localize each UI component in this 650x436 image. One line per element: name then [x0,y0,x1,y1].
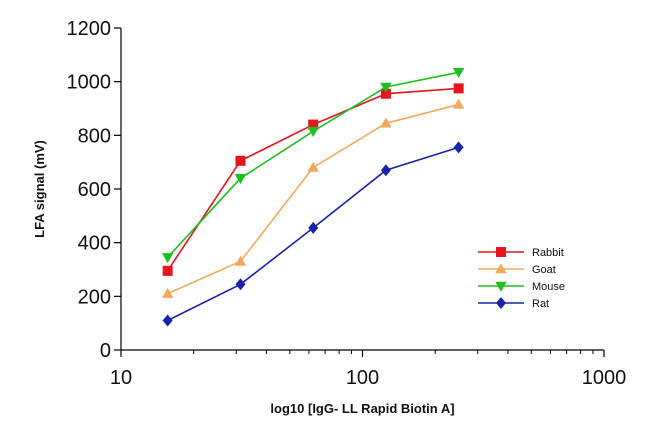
data-point-goat [161,287,174,298]
series-layer [161,68,465,327]
y-tick-label: 400 [78,233,111,255]
data-point-rabbit [308,119,319,130]
y-tick-label: 800 [78,125,111,147]
y-tick-label: 600 [78,179,111,201]
data-point-rabbit [235,155,246,166]
y-tick-label: 0 [100,340,111,362]
data-point-rabbit [380,88,391,99]
data-point-rabbit [162,265,173,276]
series-mouse [161,68,465,264]
x-tick-label: 1000 [582,367,627,389]
axes: 0 200 400 600 800 1000 1200 10 100 1000 [67,18,627,389]
legend-marker-goat [495,263,507,274]
x-axis-title: log10 [IgG- LL Rapid Biotin A] [270,401,454,416]
data-point-rat [453,141,464,154]
legend-label-mouse: Mouse [532,281,565,293]
data-point-rabbit [453,83,464,94]
data-point-mouse [234,174,247,185]
data-point-mouse [380,82,392,93]
data-point-mouse [161,253,174,264]
x-tick-label: 10 [110,367,132,389]
y-axis-title: LFA signal (mV) [32,140,47,238]
data-point-mouse [452,68,465,79]
legend-label-rat: Rat [532,298,549,310]
data-point-goat [380,117,392,128]
data-point-rat [162,314,173,327]
legend-label-goat: Goat [532,264,556,276]
x-tick-label: 100 [346,367,379,389]
y-tick-label: 1200 [67,18,112,40]
legend-label-rabbit: Rabbit [532,247,564,259]
data-point-goat [452,98,465,109]
data-point-goat [307,161,319,172]
series-rat [162,141,464,327]
data-point-mouse [307,127,319,138]
legend: Rabbit Goat Mouse Rat [478,247,565,310]
data-point-rat [308,221,319,234]
data-point-goat [234,255,247,266]
series-line-rat [167,146,459,322]
legend-marker-rabbit [496,247,506,257]
y-tick-label: 1000 [67,72,112,94]
y-tick-label: 200 [78,286,111,308]
legend-marker-rat [496,297,506,309]
data-point-rat [235,278,246,291]
series-rabbit [162,83,464,276]
data-point-rat [380,164,391,177]
legend-marker-mouse [495,281,507,292]
series-goat [161,98,465,298]
